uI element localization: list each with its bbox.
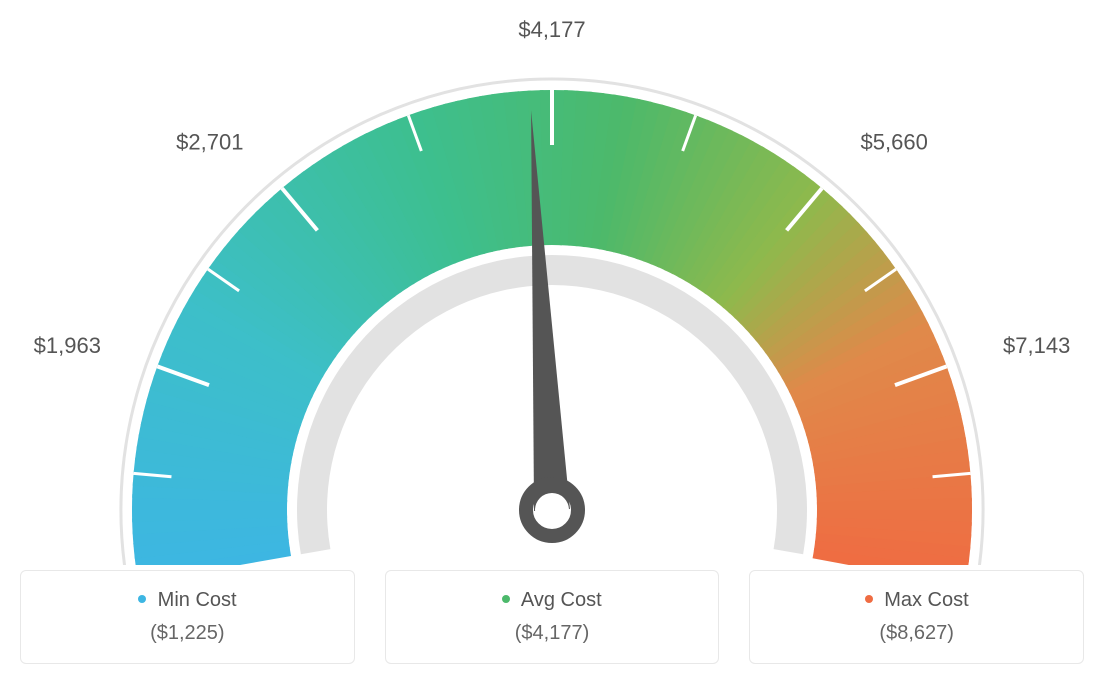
legend-min-value: ($1,225) (31, 622, 344, 645)
cost-gauge-chart: $1,225$1,963$2,701$4,177$5,660$7,143$8,6… (20, 20, 1084, 664)
legend-row: Min Cost ($1,225) Avg Cost ($4,177) Max … (20, 570, 1084, 664)
bullet-avg-icon (502, 595, 510, 603)
gauge-wrapper: $1,225$1,963$2,701$4,177$5,660$7,143$8,6… (20, 20, 1084, 560)
bullet-min-icon (138, 595, 146, 603)
legend-card-min: Min Cost ($1,225) (20, 570, 355, 664)
tick-label: $7,143 (1003, 333, 1070, 358)
legend-max-value: ($8,627) (760, 622, 1073, 645)
tick-label: $1,963 (34, 333, 101, 358)
legend-card-avg: Avg Cost ($4,177) (385, 570, 720, 664)
legend-card-max: Max Cost ($8,627) (749, 570, 1084, 664)
tick-label: $4,177 (518, 20, 585, 42)
legend-avg-value: ($4,177) (396, 622, 709, 645)
tick-label: $5,660 (861, 129, 928, 154)
gauge-needle-hub-inner (535, 493, 569, 527)
tick-label: $2,701 (176, 129, 243, 154)
gauge-svg: $1,225$1,963$2,701$4,177$5,660$7,143$8,6… (20, 20, 1084, 565)
legend-max-title-text: Max Cost (884, 589, 968, 611)
bullet-max-icon (865, 595, 873, 603)
legend-min-title: Min Cost (31, 589, 344, 612)
legend-max-title: Max Cost (760, 589, 1073, 612)
legend-avg-title-text: Avg Cost (521, 589, 602, 611)
legend-avg-title: Avg Cost (396, 589, 709, 612)
legend-min-title-text: Min Cost (158, 589, 237, 611)
